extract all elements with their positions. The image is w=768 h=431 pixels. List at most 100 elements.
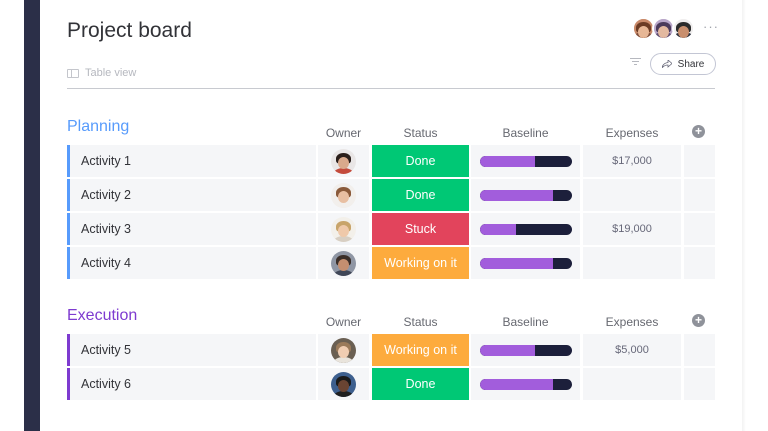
column-header-baseline[interactable]: Baseline (502, 315, 549, 329)
left-sidebar-rail (24, 0, 40, 431)
share-icon (661, 60, 672, 68)
header-divider (67, 88, 715, 89)
table-row[interactable]: Activity 2 Done (67, 179, 715, 211)
avatar-3[interactable] (672, 17, 695, 40)
baseline-bar (479, 189, 572, 201)
expenses-cell[interactable]: $17,000 (583, 145, 681, 177)
add-column-icon[interactable]: + (692, 125, 705, 138)
item-name[interactable]: Activity 4 (67, 247, 316, 279)
status-label[interactable]: Done (372, 179, 469, 211)
baseline-cell[interactable] (471, 368, 580, 400)
owner-avatar[interactable] (331, 216, 356, 242)
status-label[interactable]: Done (372, 145, 469, 177)
add-column-icon[interactable]: + (692, 314, 705, 327)
empty-cell (684, 247, 715, 279)
baseline-cell[interactable] (471, 179, 580, 211)
avatar-face (338, 346, 349, 359)
avatar-face (658, 25, 669, 38)
column-header-expenses[interactable]: Expenses (605, 126, 659, 140)
baseline-cell[interactable] (471, 334, 580, 366)
expenses-cell[interactable]: $19,000 (583, 213, 681, 245)
column-header-expenses[interactable]: Expenses (605, 315, 659, 329)
column-header-status[interactable]: Status (403, 126, 438, 140)
baseline-bar (479, 155, 572, 167)
avatar-body (334, 201, 353, 208)
status-label[interactable]: Working on it (372, 334, 469, 366)
column-header-baseline[interactable]: Baseline (502, 126, 549, 140)
avatar-body (334, 235, 353, 242)
status-label[interactable]: Working on it (372, 247, 469, 279)
owner-cell[interactable] (318, 213, 369, 245)
avatar-body (334, 167, 353, 174)
owner-cell[interactable] (318, 179, 369, 211)
baseline-bar-fill (479, 257, 554, 269)
baseline-cell[interactable] (471, 213, 580, 245)
avatar-face (638, 25, 649, 38)
table-row[interactable]: Activity 3 Stuck $19,000 (67, 213, 715, 245)
expenses-cell[interactable] (583, 368, 681, 400)
avatar-face (338, 157, 349, 170)
item-name[interactable]: Activity 2 (67, 179, 316, 211)
baseline-bar-fill (479, 344, 535, 356)
item-name[interactable]: Activity 3 (67, 213, 316, 245)
table-row[interactable]: Activity 5 Working on it $5,000 (67, 334, 715, 366)
avatar-face (678, 25, 689, 38)
avatar-2-picture (654, 19, 673, 38)
item-name[interactable]: Activity 1 (67, 145, 316, 177)
filter-icon[interactable] (630, 58, 641, 66)
avatar-body (334, 356, 353, 363)
page-title: Project board (67, 19, 192, 42)
share-label: Share (677, 58, 705, 70)
empty-cell (684, 368, 715, 400)
owner-avatar[interactable] (331, 148, 356, 174)
table-row[interactable]: Activity 1 Done $17,000 (67, 145, 715, 177)
baseline-bar (479, 344, 572, 356)
table-row[interactable]: Activity 4 Working on it (67, 247, 715, 279)
table-icon (67, 68, 79, 78)
board-edge-shadow (742, 0, 746, 431)
owner-avatar[interactable] (331, 250, 356, 276)
baseline-bar-fill (479, 189, 554, 201)
empty-cell (684, 213, 715, 245)
baseline-bar-fill (479, 155, 535, 167)
column-header-owner[interactable]: Owner (325, 126, 362, 140)
table-view-label: Table view (85, 67, 137, 79)
baseline-cell[interactable] (471, 145, 580, 177)
item-name[interactable]: Activity 5 (67, 334, 316, 366)
avatar-1-picture (634, 19, 653, 38)
owner-cell[interactable] (318, 247, 369, 279)
owner-cell[interactable] (318, 334, 369, 366)
table-view-tab[interactable]: Table view (67, 67, 136, 79)
owner-avatar[interactable] (331, 337, 356, 363)
table-row[interactable]: Activity 6 Done (67, 368, 715, 400)
owner-cell[interactable] (318, 145, 369, 177)
owner-avatar[interactable] (331, 371, 356, 397)
column-header-owner[interactable]: Owner (325, 315, 362, 329)
share-button[interactable]: Share (650, 53, 716, 75)
baseline-cell[interactable] (471, 247, 580, 279)
item-name[interactable]: Activity 6 (67, 368, 316, 400)
column-header-status[interactable]: Status (403, 315, 438, 329)
baseline-bar (479, 378, 572, 390)
expenses-cell[interactable]: $5,000 (583, 334, 681, 366)
avatar-face (338, 380, 349, 393)
expenses-cell[interactable] (583, 179, 681, 211)
expenses-cell[interactable] (583, 247, 681, 279)
avatar-body (334, 269, 353, 276)
baseline-bar-fill (479, 378, 554, 390)
baseline-bar (479, 223, 572, 235)
empty-cell (684, 334, 715, 366)
baseline-bar (479, 257, 572, 269)
avatar-2[interactable] (652, 17, 675, 40)
more-options-icon[interactable]: ··· (703, 19, 719, 34)
avatar-face (338, 225, 349, 238)
status-label[interactable]: Stuck (372, 213, 469, 245)
empty-cell (684, 145, 715, 177)
group-title[interactable]: Execution (67, 307, 138, 324)
owner-avatar[interactable] (331, 182, 356, 208)
avatar-body (334, 390, 353, 397)
owner-cell[interactable] (318, 368, 369, 400)
avatar-face (338, 191, 349, 204)
status-label[interactable]: Done (372, 368, 469, 400)
group-title[interactable]: Planning (67, 118, 130, 135)
